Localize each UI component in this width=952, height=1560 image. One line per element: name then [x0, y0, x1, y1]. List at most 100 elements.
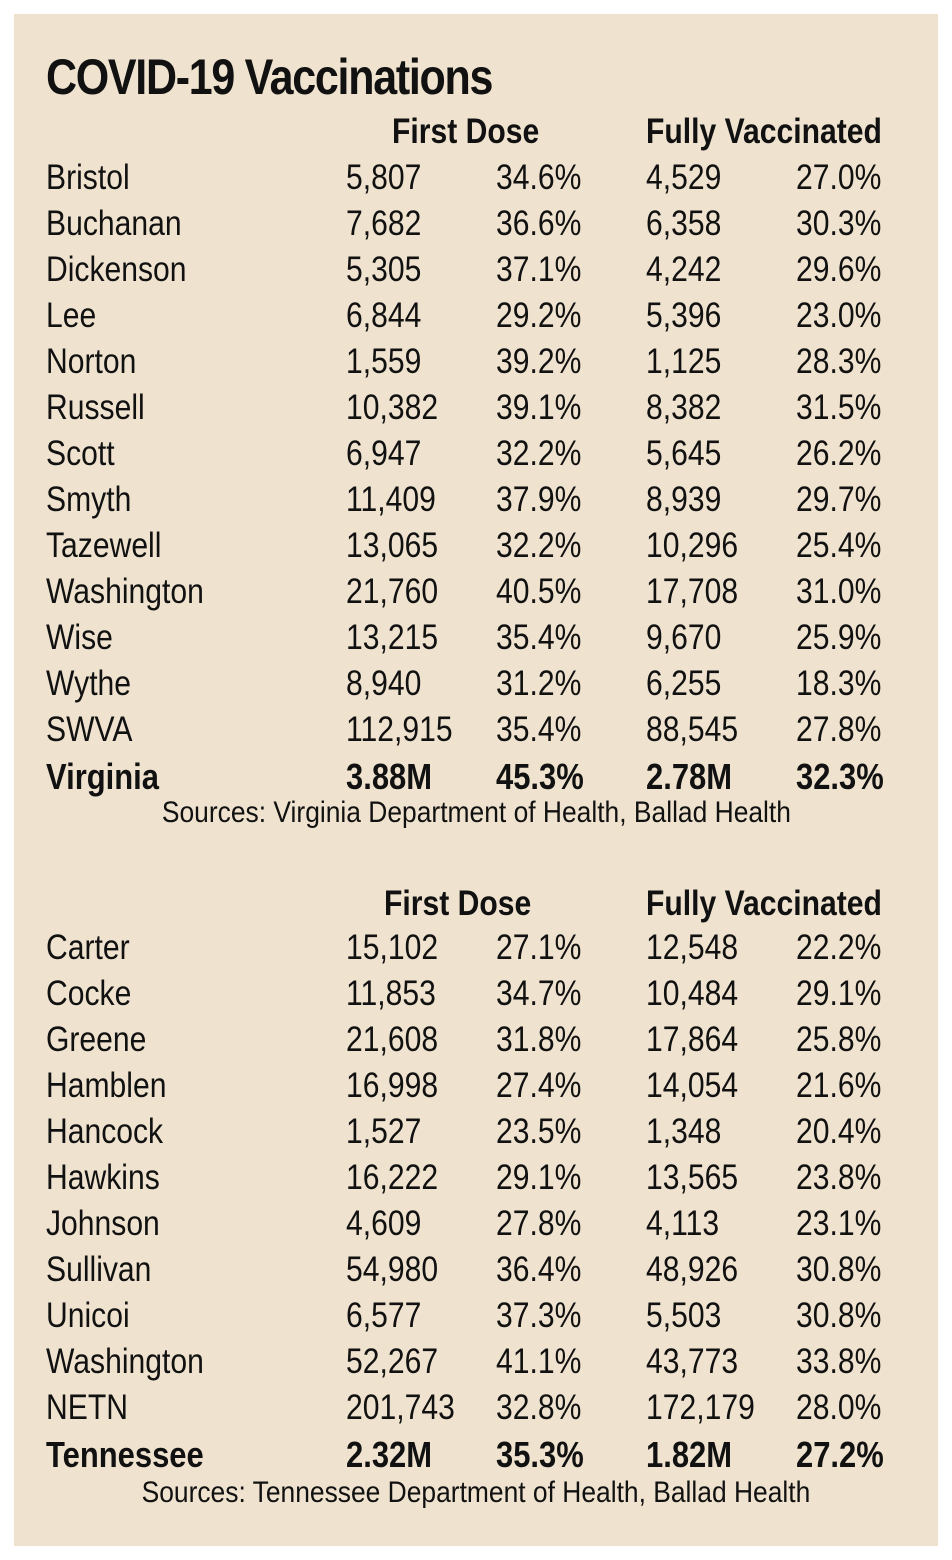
first-dose-header: First Dose [392, 112, 540, 151]
first-dose-percent: 37.1% [496, 250, 582, 289]
first-dose-percent: 45.3% [496, 756, 584, 797]
first-dose-count: 5,807 [346, 158, 422, 197]
first-dose-percent: 32.8% [496, 1388, 582, 1427]
table-row: Carter 15,102 27.1% 12,548 22.2% [14, 928, 938, 974]
county-name: Russell [46, 388, 145, 427]
table-row: SWVA 112,915 35.4% 88,545 27.8% [14, 710, 938, 756]
table-row: Smyth 11,409 37.9% 8,939 29.7% [14, 480, 938, 526]
county-name: Hawkins [46, 1158, 160, 1197]
county-name: Buchanan [46, 204, 182, 243]
fully-vaccinated-count: 10,296 [646, 526, 739, 565]
county-name: Bristol [46, 158, 130, 197]
county-name: Carter [46, 928, 130, 967]
first-dose-percent: 39.1% [496, 388, 582, 427]
fully-vaccinated-count: 8,382 [646, 388, 722, 427]
county-name: Sullivan [46, 1250, 152, 1289]
county-name: Greene [46, 1020, 147, 1059]
fully-vaccinated-percent: 29.1% [796, 974, 882, 1013]
first-dose-count: 15,102 [346, 928, 439, 967]
first-dose-count: 5,305 [346, 250, 422, 289]
first-dose-count: 11,853 [346, 974, 436, 1013]
county-name: Scott [46, 434, 115, 473]
fully-vaccinated-count: 9,670 [646, 618, 722, 657]
first-dose-percent: 39.2% [496, 342, 582, 381]
fully-vaccinated-percent: 30.8% [796, 1296, 882, 1335]
first-dose-count: 54,980 [346, 1250, 439, 1289]
fully-vaccinated-count: 10,484 [646, 974, 739, 1013]
fully-vaccinated-count: 1,125 [646, 342, 722, 381]
fully-vaccinated-percent: 30.3% [796, 204, 882, 243]
first-dose-percent: 35.4% [496, 710, 582, 749]
table-row: NETN 201,743 32.8% 172,179 28.0% [14, 1388, 938, 1434]
fully-vaccinated-percent: 29.6% [796, 250, 882, 289]
fully-vaccinated-percent: 22.2% [796, 928, 882, 967]
first-dose-count: 11,409 [346, 480, 436, 519]
first-dose-count: 6,577 [346, 1296, 422, 1335]
county-name: Lee [46, 296, 97, 335]
table-row: Scott 6,947 32.2% 5,645 26.2% [14, 434, 938, 480]
first-dose-count: 1,559 [346, 342, 422, 381]
fully-vaccinated-header: Fully Vaccinated [646, 112, 882, 151]
county-name: Norton [46, 342, 137, 381]
county-name: Cocke [46, 974, 132, 1013]
first-dose-count: 7,682 [346, 204, 422, 243]
first-dose-header: First Dose [384, 884, 532, 923]
first-dose-percent: 32.2% [496, 526, 582, 565]
fully-vaccinated-header: Fully Vaccinated [646, 884, 882, 923]
first-dose-percent: 34.6% [496, 158, 582, 197]
fully-vaccinated-count: 6,358 [646, 204, 722, 243]
fully-vaccinated-percent: 28.0% [796, 1388, 882, 1427]
first-dose-percent: 37.3% [496, 1296, 582, 1335]
fully-vaccinated-count: 43,773 [646, 1342, 739, 1381]
fully-vaccinated-percent: 25.8% [796, 1020, 882, 1059]
table-row: Washington 21,760 40.5% 17,708 31.0% [14, 572, 938, 618]
fully-vaccinated-count: 1.82M [646, 1434, 733, 1475]
first-dose-count: 1,527 [346, 1112, 422, 1151]
fully-vaccinated-percent: 32.3% [796, 756, 884, 797]
fully-vaccinated-percent: 26.2% [796, 434, 882, 473]
first-dose-percent: 36.4% [496, 1250, 582, 1289]
first-dose-count: 13,215 [346, 618, 439, 657]
fully-vaccinated-count: 2.78M [646, 756, 733, 797]
fully-vaccinated-count: 5,396 [646, 296, 722, 335]
fully-vaccinated-count: 6,255 [646, 664, 722, 703]
fully-vaccinated-count: 17,708 [646, 572, 739, 611]
fully-vaccinated-count: 88,545 [646, 710, 739, 749]
first-dose-count: 201,743 [346, 1388, 455, 1427]
fully-vaccinated-percent: 27.2% [796, 1434, 884, 1475]
fully-vaccinated-count: 5,645 [646, 434, 722, 473]
county-name: Tennessee [46, 1434, 204, 1475]
county-name: Hamblen [46, 1066, 167, 1105]
fully-vaccinated-count: 172,179 [646, 1388, 755, 1427]
table-row: Hamblen 16,998 27.4% 14,054 21.6% [14, 1066, 938, 1112]
county-name: SWVA [46, 710, 133, 749]
table-row: Cocke 11,853 34.7% 10,484 29.1% [14, 974, 938, 1020]
fully-vaccinated-percent: 25.9% [796, 618, 882, 657]
first-dose-count: 21,608 [346, 1020, 439, 1059]
table-row: Greene 21,608 31.8% 17,864 25.8% [14, 1020, 938, 1066]
first-dose-percent: 31.2% [496, 664, 582, 703]
county-name: Washington [46, 572, 204, 611]
first-dose-count: 2.32M [346, 1434, 433, 1475]
table-row: Norton 1,559 39.2% 1,125 28.3% [14, 342, 938, 388]
first-dose-percent: 40.5% [496, 572, 582, 611]
first-dose-percent: 35.4% [496, 618, 582, 657]
first-dose-percent: 37.9% [496, 480, 582, 519]
table-row: Tazewell 13,065 32.2% 10,296 25.4% [14, 526, 938, 572]
table-row: Wise 13,215 35.4% 9,670 25.9% [14, 618, 938, 664]
first-dose-percent: 27.8% [496, 1204, 582, 1243]
first-dose-count: 4,609 [346, 1204, 422, 1243]
table-row: Wythe 8,940 31.2% 6,255 18.3% [14, 664, 938, 710]
fully-vaccinated-count: 13,565 [646, 1158, 739, 1197]
total-row: Tennessee 2.32M 35.3% 1.82M 27.2% [14, 1434, 938, 1480]
table-row: Unicoi 6,577 37.3% 5,503 30.8% [14, 1296, 938, 1342]
first-dose-percent: 29.1% [496, 1158, 582, 1197]
fully-vaccinated-count: 8,939 [646, 480, 722, 519]
table-row: Buchanan 7,682 36.6% 6,358 30.3% [14, 204, 938, 250]
county-name: Hancock [46, 1112, 164, 1151]
first-dose-percent: 35.3% [496, 1434, 584, 1475]
page-title: COVID-19 Vaccinations [46, 49, 493, 105]
first-dose-count: 13,065 [346, 526, 439, 565]
fully-vaccinated-count: 14,054 [646, 1066, 739, 1105]
table-row: Hawkins 16,222 29.1% 13,565 23.8% [14, 1158, 938, 1204]
